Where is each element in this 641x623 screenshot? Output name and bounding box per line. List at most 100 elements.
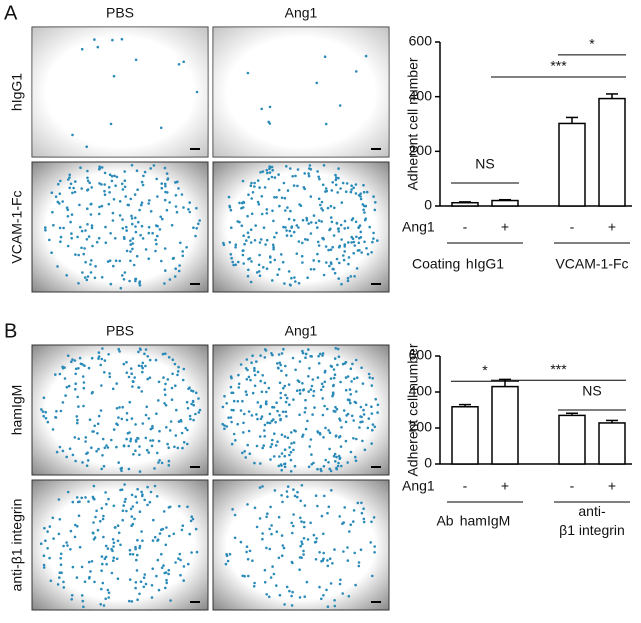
cell xyxy=(332,454,336,458)
cell xyxy=(62,544,65,548)
cell xyxy=(236,422,239,426)
cell xyxy=(374,201,377,204)
cell xyxy=(58,445,62,449)
cell xyxy=(305,580,309,584)
cell xyxy=(105,562,108,566)
cell xyxy=(303,172,307,175)
cell xyxy=(80,229,84,233)
cell xyxy=(307,375,310,378)
cell xyxy=(292,524,295,528)
cell xyxy=(60,571,63,574)
cell xyxy=(175,210,179,214)
cell xyxy=(44,410,47,414)
cell xyxy=(163,182,167,186)
cell xyxy=(86,176,89,180)
cell xyxy=(227,416,230,420)
cell xyxy=(254,360,258,363)
cell xyxy=(194,234,197,238)
cell xyxy=(70,598,73,601)
cell xyxy=(318,431,322,435)
cell xyxy=(337,436,341,439)
cell xyxy=(174,205,178,208)
cell xyxy=(362,517,366,521)
cell xyxy=(370,384,374,387)
cell xyxy=(342,254,345,257)
cell xyxy=(362,204,366,208)
cell xyxy=(166,378,170,381)
cell xyxy=(290,431,293,434)
cell xyxy=(284,400,288,404)
cell xyxy=(265,168,269,172)
cell xyxy=(337,461,340,465)
cell xyxy=(96,422,100,426)
cell xyxy=(371,377,375,380)
cell xyxy=(322,436,325,439)
cell xyxy=(247,193,250,196)
cell xyxy=(298,388,302,392)
cell xyxy=(229,385,233,389)
cell xyxy=(292,448,295,452)
cell xyxy=(90,446,93,450)
cell xyxy=(112,545,115,548)
cell xyxy=(125,249,129,253)
cell xyxy=(253,366,256,370)
cell xyxy=(100,467,103,471)
cell xyxy=(354,192,358,195)
cell xyxy=(373,545,377,548)
cell xyxy=(65,541,68,544)
cell xyxy=(353,244,357,247)
cell xyxy=(265,238,269,242)
cell xyxy=(42,554,46,557)
cell xyxy=(191,399,195,403)
cell xyxy=(275,401,278,405)
cell xyxy=(341,181,345,185)
cell xyxy=(112,428,116,431)
cell xyxy=(316,226,319,229)
cell xyxy=(76,421,79,425)
cell xyxy=(265,267,269,271)
cell xyxy=(283,465,287,469)
cell xyxy=(107,353,110,356)
cell xyxy=(329,364,333,368)
cell xyxy=(106,446,110,449)
cell xyxy=(268,547,272,551)
cell xyxy=(259,354,262,357)
cell xyxy=(333,604,337,608)
cell xyxy=(54,416,57,419)
cell xyxy=(334,178,338,182)
cell xyxy=(143,352,146,356)
cell xyxy=(112,264,115,268)
cell xyxy=(326,407,329,411)
cell xyxy=(250,414,254,417)
cell xyxy=(84,436,88,439)
cell xyxy=(222,243,226,247)
cell xyxy=(253,185,256,188)
cell xyxy=(315,537,318,540)
cell xyxy=(263,435,267,438)
cell xyxy=(230,391,233,395)
cell xyxy=(157,399,160,402)
cell xyxy=(78,545,82,549)
cell xyxy=(362,190,366,194)
cell xyxy=(344,420,348,424)
cell xyxy=(286,436,290,440)
cell xyxy=(71,500,75,504)
cell xyxy=(134,440,138,443)
cell xyxy=(115,175,119,179)
cell xyxy=(166,191,169,194)
cell xyxy=(343,243,347,246)
cell xyxy=(355,235,358,239)
cell xyxy=(142,576,146,579)
cell xyxy=(282,347,285,351)
cell xyxy=(169,599,172,602)
cell xyxy=(337,355,341,359)
cell xyxy=(177,420,181,423)
cell xyxy=(302,553,305,556)
cell xyxy=(349,367,353,371)
cell xyxy=(91,244,94,248)
cell xyxy=(273,176,277,179)
cell xyxy=(189,519,193,523)
cell xyxy=(342,550,345,553)
cell xyxy=(276,362,279,365)
cell xyxy=(268,122,272,125)
